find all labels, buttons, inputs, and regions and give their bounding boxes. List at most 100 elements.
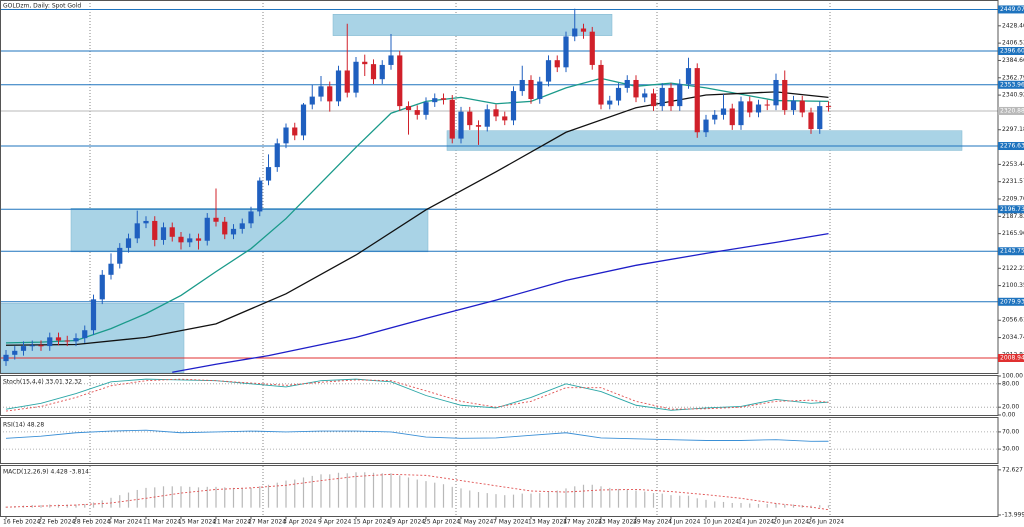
candle-body (817, 106, 823, 130)
candle-body (528, 79, 534, 99)
y-tick-label: 2187.83 (1002, 213, 1024, 220)
candle-body (668, 87, 674, 107)
candle-body (265, 167, 272, 181)
candle-body (55, 337, 62, 341)
candle-body (720, 108, 727, 115)
y-tick-label: 80.00 (1002, 380, 1019, 387)
level-price-label: 2008.94 (1000, 355, 1024, 362)
level-price-label: 2196.73 (1000, 206, 1024, 213)
candle-body (755, 104, 762, 113)
level-price-box (998, 142, 1024, 151)
candle-body (414, 110, 420, 115)
x-tick-label: 15 Apr 2024 (353, 519, 390, 526)
candle-body (493, 109, 499, 117)
panel-title: Stoch(15,4,4) 33.01 32.32 (3, 379, 82, 386)
x-tick-label: 1 May 2024 (458, 519, 493, 526)
candle-body (292, 127, 298, 136)
candle-body (388, 55, 394, 65)
panel-title: RSI(14) 48.28 (3, 422, 44, 429)
y-tick-label: 2100.35 (1002, 282, 1024, 289)
level-price-label: 2320.88 (1000, 107, 1024, 114)
candle-body (38, 345, 44, 347)
candle-body (222, 221, 228, 235)
candle-body (825, 106, 832, 108)
zone (332, 14, 613, 36)
level-price-box (998, 5, 1024, 14)
y-tick-label: 2122.22 (1002, 265, 1024, 272)
level-price-box (998, 47, 1024, 56)
candle-body (633, 79, 639, 98)
candle-body (467, 111, 473, 126)
y-tick-label: 72.627 (1002, 466, 1023, 473)
main-panel (0, 0, 998, 373)
candle-body (502, 116, 508, 121)
candle-body (423, 102, 429, 115)
candle-body (677, 83, 683, 107)
candle-body (187, 238, 193, 243)
y-tick-label: -13.999 (1002, 511, 1024, 518)
candle-body (650, 93, 657, 107)
candle-body (309, 96, 315, 105)
candle-body (580, 28, 587, 32)
y-tick-label: 0.00 (1002, 412, 1016, 419)
level-price-label: 2396.60 (1000, 48, 1024, 55)
candle-body (563, 36, 569, 68)
x-tick-label: 9 Apr 2024 (318, 519, 351, 526)
x-tick-label: 21 Mar 2024 (213, 519, 251, 526)
rsi-panel (0, 419, 998, 462)
candle-body (125, 238, 132, 248)
level-price-label: 2276.63 (1000, 143, 1024, 150)
level-price-box (998, 106, 1024, 115)
y-tick-label: 2362.79 (1002, 74, 1024, 81)
candle-body (47, 337, 53, 347)
candle-body (615, 87, 622, 101)
candle-body (82, 330, 88, 339)
frame (0, 0, 999, 374)
x-tick-label: 15 Mar 2024 (178, 519, 216, 526)
x-tick-label: 14 Jun 2024 (738, 519, 774, 526)
frame (0, 417, 999, 464)
candle-body (694, 68, 700, 133)
candle-body (405, 106, 412, 111)
candle-body (169, 227, 175, 237)
candle-body (624, 79, 630, 88)
candle-body (484, 109, 490, 127)
candle-body (764, 104, 770, 106)
candle-body (510, 91, 517, 121)
candle-body (458, 111, 464, 139)
y-tick-label: 2297.18 (1002, 126, 1024, 133)
y-tick-label: 2056.61 (1002, 317, 1024, 324)
candle-body (257, 180, 263, 212)
indicator-line (5, 473, 829, 511)
level-price-box (998, 247, 1024, 256)
frame (0, 465, 999, 517)
y-tick-label: 2384.66 (1002, 57, 1024, 64)
level-price-label: 2079.93 (1000, 298, 1024, 305)
candle-body (738, 101, 744, 126)
x-tick-label: 20 Jun 2024 (773, 519, 809, 526)
candle-body (747, 101, 753, 113)
candle-body (344, 70, 350, 93)
y-tick-label: 2165.96 (1002, 230, 1024, 237)
indicator-line (172, 232, 829, 373)
candle-body (99, 274, 105, 300)
x-tick-label: 29 May 2024 (633, 519, 672, 526)
y-tick-label: 2253.44 (1002, 161, 1024, 168)
candle-body (712, 114, 718, 120)
candle-body (3, 354, 9, 362)
candle-body (537, 81, 543, 99)
y-tick-label: 2340.92 (1002, 92, 1024, 99)
candle-body (773, 79, 779, 106)
candle-body (475, 125, 482, 127)
candle-body (230, 228, 237, 235)
x-tick-label: 22 Feb 2024 (38, 519, 76, 526)
candle-body (545, 60, 552, 82)
stoch-panel (0, 376, 998, 415)
candle-body (642, 93, 648, 98)
candle-body (300, 104, 307, 136)
level-price-box (998, 205, 1024, 214)
candle-body (143, 220, 149, 224)
candle-body (213, 217, 219, 222)
